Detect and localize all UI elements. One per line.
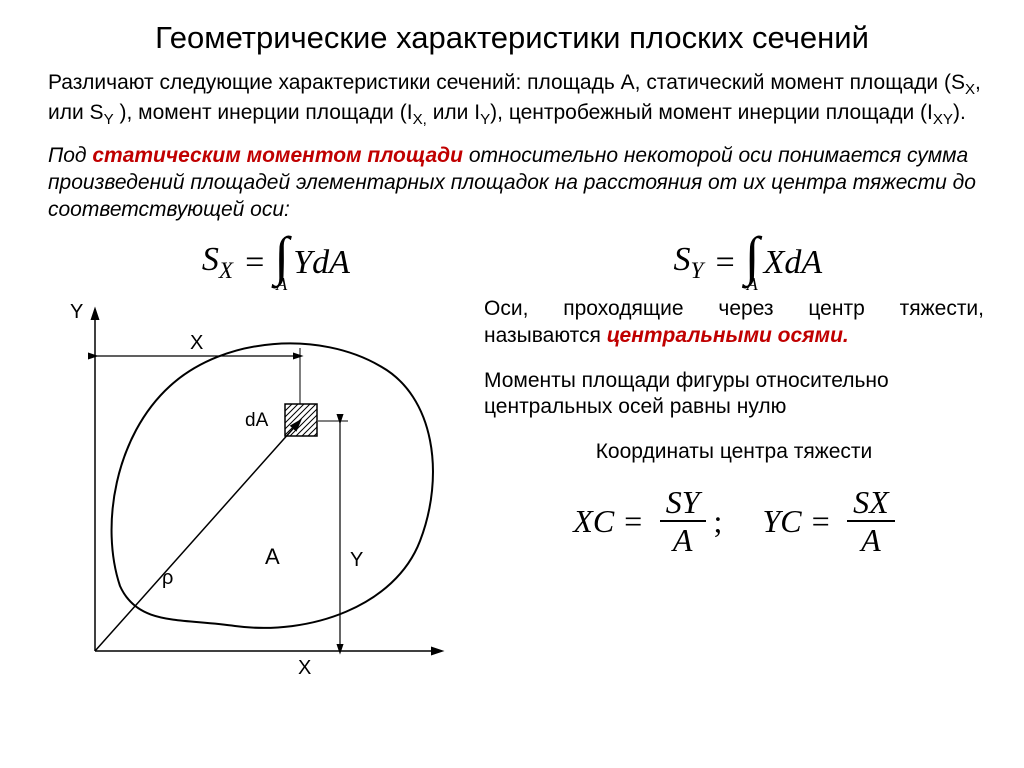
f1-integrand: YdA	[293, 244, 350, 282]
formula-sx: SX = ∫ A YdA	[202, 234, 350, 292]
x-axis-label: X	[298, 657, 311, 676]
centroid-formulas: XC = SY A ; YC = SX A	[484, 486, 984, 556]
y-axis-label: Y	[70, 301, 83, 323]
centroid-heading: Координаты центра тяжести	[484, 439, 984, 466]
yc-base: Y	[762, 503, 780, 539]
formula-sy: SY = ∫ A XdA	[674, 234, 823, 292]
yc-numbase: S	[853, 484, 869, 520]
formulas-row: SX = ∫ A YdA SY = ∫ A XdA	[40, 234, 984, 292]
zero-moments-paragraph: Моменты площади фигуры относительно цент…	[484, 368, 984, 422]
rho-label: ρ	[162, 567, 173, 589]
xc-sub: C	[593, 503, 614, 539]
yc-numsub: X	[869, 484, 889, 520]
f1-base: S	[202, 241, 219, 278]
diagram: Y X dA ρ X Y A	[40, 296, 460, 681]
definition-paragraph: Под статическим моментом площади относит…	[48, 143, 984, 224]
yc-sub: C	[780, 503, 801, 539]
f2-intsub: A	[747, 276, 758, 292]
A-label: A	[265, 544, 280, 569]
central-axes-paragraph: Оси, проходящие через центр тяжести, наз…	[484, 296, 984, 350]
f2-sub: Y	[691, 258, 704, 284]
defn-pre: Под	[48, 144, 92, 167]
integral-1: ∫ A	[274, 234, 289, 292]
xc-base: X	[573, 503, 593, 539]
xc-numbase: S	[666, 484, 682, 520]
xc-den: A	[673, 522, 693, 556]
f1-sub: X	[219, 258, 233, 284]
f2-base: S	[674, 241, 691, 278]
yc-den: A	[861, 522, 881, 556]
equals: =	[713, 244, 744, 282]
right1-red: центральными осями.	[607, 324, 849, 347]
equals: =	[243, 244, 274, 282]
intro-paragraph: Различают следующие характеристики сечен…	[48, 70, 984, 129]
integral-2: ∫ A	[745, 234, 760, 292]
y-dim-label: Y	[350, 549, 363, 571]
yc-formula: YC = SX A	[762, 486, 894, 556]
f1-intsub: A	[276, 276, 287, 292]
xc-formula: XC = SY A ;	[573, 486, 722, 556]
x-dim-label: X	[190, 332, 203, 354]
dA-label: dA	[245, 410, 269, 431]
page-title: Геометрические характеристики плоских се…	[40, 20, 984, 56]
f2-integrand: XdA	[764, 244, 823, 282]
defn-red: статическим моментом площади	[92, 144, 463, 167]
xc-numsub: Y	[682, 484, 700, 520]
